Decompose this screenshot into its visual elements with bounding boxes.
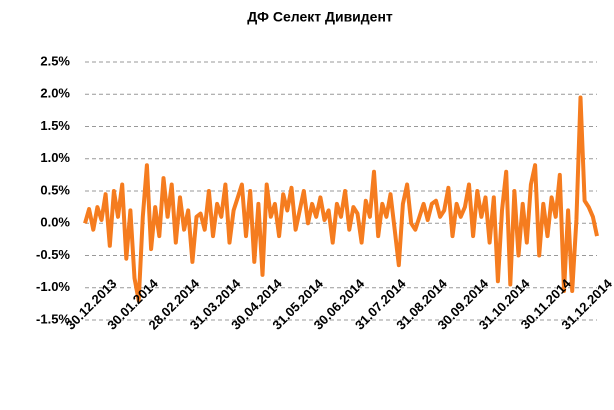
y-tick-label: -0.5% <box>36 247 70 262</box>
y-tick-label: 0.5% <box>40 182 70 197</box>
y-tick-label: 2.0% <box>40 86 70 101</box>
y-tick-label: -1.0% <box>36 279 70 294</box>
series-line <box>83 95 599 303</box>
y-tick-label: 2.5% <box>40 53 70 68</box>
chart-title: ДФ Селект Дивидент <box>247 9 393 25</box>
y-tick-label: 0.0% <box>40 215 70 230</box>
y-tick-label: 1.0% <box>40 150 70 165</box>
y-tick-label: -1.5% <box>36 311 70 326</box>
y-tick-label: 1.5% <box>40 118 70 133</box>
